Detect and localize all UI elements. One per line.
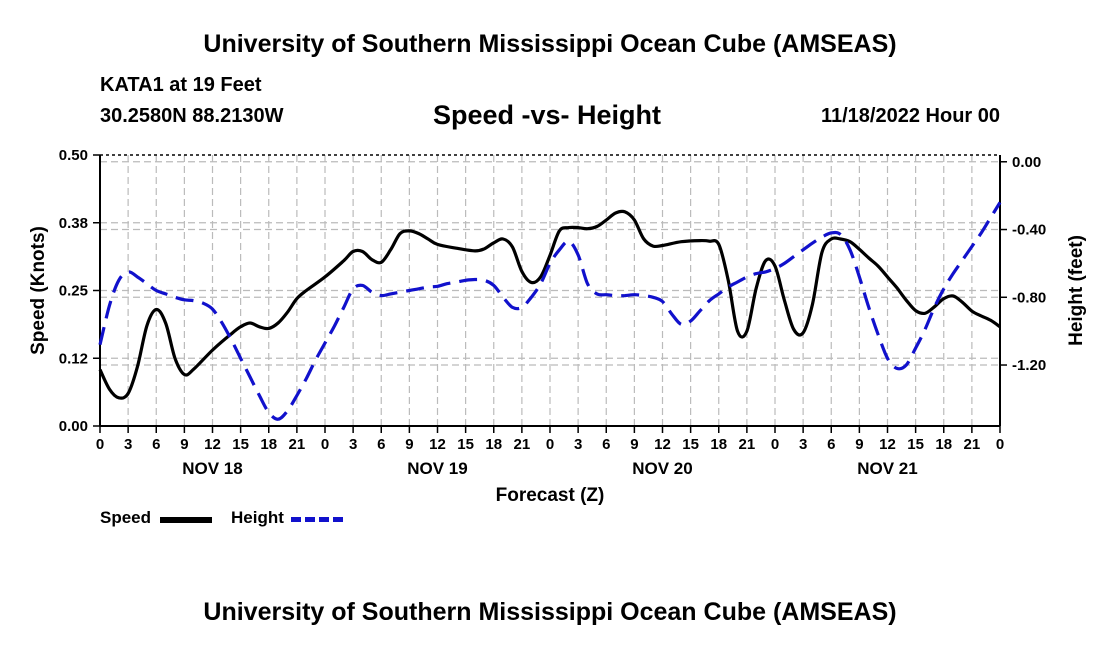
x-tick-label: 6 [602,436,610,453]
x-tick-label: 3 [349,436,357,453]
x-tick-label: 0 [96,436,104,453]
station-coordinates: 30.2580N 88.2130W [100,105,284,127]
x-day-label: NOV 20 [632,459,692,478]
forecast-datestamp: 11/18/2022 Hour 00 [820,105,1000,127]
x-tick-label: 9 [180,436,188,453]
x-tick-label: 3 [799,436,807,453]
x-tick-label: 12 [654,436,671,453]
station-name: KATA1 at 19 Feet [100,74,262,96]
speed-series-line [98,209,1001,400]
height-series-line [98,201,1002,421]
y2-tick-label: -1.20 [1012,357,1046,374]
x-tick-label: 18 [485,436,502,453]
x-tick-label: 0 [321,436,329,453]
x-tick-label: 21 [514,436,531,453]
x-tick-label: 0 [771,436,779,453]
legend-height-swatch [291,517,343,522]
y-tick-label: 0.25 [59,283,88,300]
y-tick-label: 0.38 [59,215,88,232]
x-tick-label: 9 [630,436,638,453]
x-tick-label: 12 [879,436,896,453]
x-tick-label: 15 [907,436,924,453]
legend-speed-label: Speed [100,508,152,527]
x-tick-label: 12 [204,436,221,453]
x-tick-label: 6 [377,436,385,453]
x-tick-label: 3 [574,436,582,453]
x-tick-label: 18 [710,436,727,453]
x-tick-label: 9 [405,436,413,453]
x-axis-title: Forecast (Z) [496,485,605,506]
x-tick-label: 15 [682,436,699,453]
y-tick-label: 0.00 [59,418,88,435]
y2-tick-label: -0.40 [1012,222,1046,239]
x-day-label: NOV 21 [857,459,917,478]
y2-tick-label: -0.80 [1012,289,1046,306]
x-tick-label: 15 [232,436,249,453]
y-axis-title: Speed (Knots) [28,226,49,355]
speed-height-chart: 0 3 6 9 12 15 18 21 0 3 6 9 12 15 18 21 0 3 6 9 12 15 18 21 0 3 6 9… [28,147,1087,506]
y2-tick-label: 0.00 [1012,154,1041,171]
x-day-label: NOV 19 [407,459,467,478]
x-tick-label: 21 [739,436,756,453]
y2-axis-title: Height (feet) [1066,235,1087,346]
x-tick-label: 9 [855,436,863,453]
legend-speed-swatch [160,517,212,523]
x-tick-label: 18 [260,436,277,453]
x-tick-label: 15 [457,436,474,453]
y-tick-label: 0.50 [59,147,88,164]
x-tick-label: 21 [289,436,306,453]
y-tick-label: 0.12 [59,350,88,367]
x-tick-label: 6 [827,436,835,453]
chart-subtitle: Speed -vs- Height [433,100,662,130]
x-tick-label: 3 [124,436,132,453]
x-tick-label: 6 [152,436,160,453]
x-tick-label: 12 [429,436,446,453]
x-tick-label: 18 [935,436,952,453]
x-tick-label: 0 [546,436,554,453]
legend-height-label: Height [231,508,284,527]
footer-title: University of Southern Mississippi Ocean… [203,598,897,626]
chart-main-title: University of Southern Mississippi Ocean… [203,30,897,58]
x-tick-label: 0 [996,436,1004,453]
x-day-label: NOV 18 [182,459,242,478]
x-tick-label: 21 [964,436,981,453]
